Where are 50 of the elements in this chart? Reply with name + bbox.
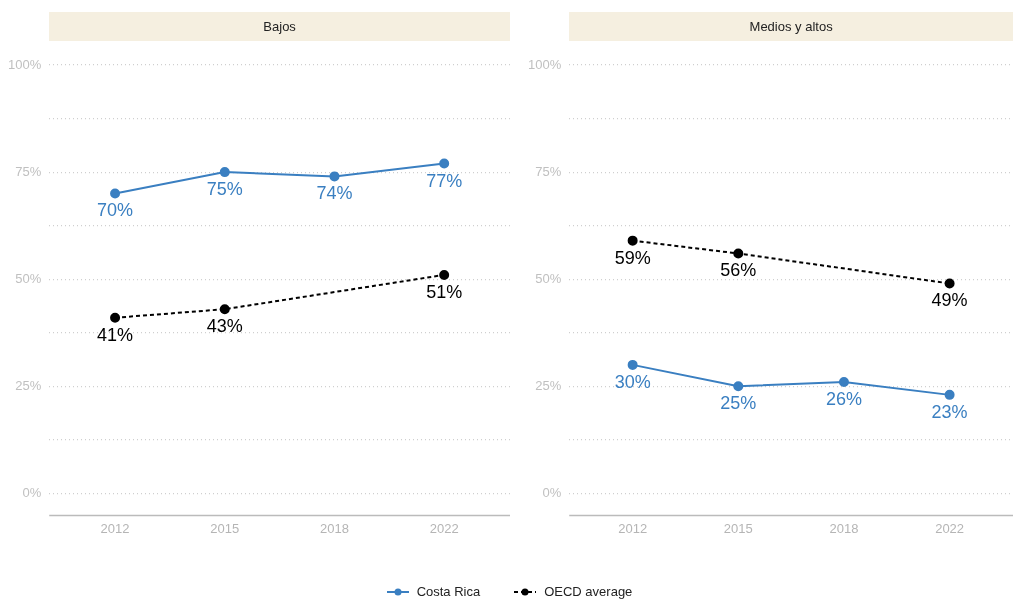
data-label: 70%	[97, 200, 134, 221]
data-label: 30%	[614, 371, 651, 392]
x-tick-label: 2022	[935, 520, 965, 536]
point	[627, 235, 638, 246]
point	[219, 167, 230, 178]
point	[439, 158, 450, 169]
data-label: 51%	[426, 281, 463, 302]
y-tick-label: 25%	[535, 377, 562, 393]
x-tick-label: 2018	[829, 520, 859, 536]
data-label: 25%	[720, 393, 757, 414]
data-label: 74%	[316, 183, 353, 204]
data-label: 43%	[206, 316, 243, 337]
data-label: 77%	[426, 170, 463, 191]
data-label: 49%	[931, 290, 968, 311]
data-label: 23%	[931, 401, 968, 422]
point	[838, 377, 849, 388]
data-label: 75%	[206, 179, 243, 200]
chart-title: Medios y altos	[569, 12, 1013, 41]
point	[733, 248, 744, 259]
y-tick-label: 75%	[15, 163, 42, 179]
legend-label: OECD average	[544, 584, 633, 599]
point	[110, 312, 121, 323]
y-tick-label: 50%	[15, 270, 42, 286]
y-tick-label: 100%	[8, 56, 42, 72]
point	[110, 188, 121, 199]
x-tick-label: 2012	[618, 520, 648, 536]
y-tick-label: 50%	[535, 270, 562, 286]
x-tick-label: 2022	[429, 520, 459, 536]
y-tick-label: 0%	[542, 484, 562, 500]
point	[944, 278, 955, 289]
chart-title: Bajos	[49, 12, 510, 41]
legend-label: Costa Rica	[416, 584, 481, 599]
y-tick-label: 25%	[15, 377, 42, 393]
data-label: 26%	[825, 388, 862, 409]
data-label: 41%	[97, 324, 134, 345]
x-tick-label: 2012	[100, 520, 130, 536]
point	[439, 269, 450, 280]
x-tick-label: 2018	[320, 520, 349, 536]
y-tick-label: 100%	[528, 56, 562, 72]
x-tick-label: 2015	[723, 520, 753, 536]
point	[219, 304, 230, 315]
point	[944, 389, 955, 400]
data-label: 56%	[720, 260, 757, 281]
y-tick-label: 75%	[535, 163, 562, 179]
y-tick-label: 0%	[22, 484, 42, 500]
data-label: 59%	[614, 247, 651, 268]
point	[627, 359, 638, 370]
x-tick-label: 2015	[210, 520, 240, 536]
point	[329, 171, 340, 182]
point	[733, 381, 744, 392]
